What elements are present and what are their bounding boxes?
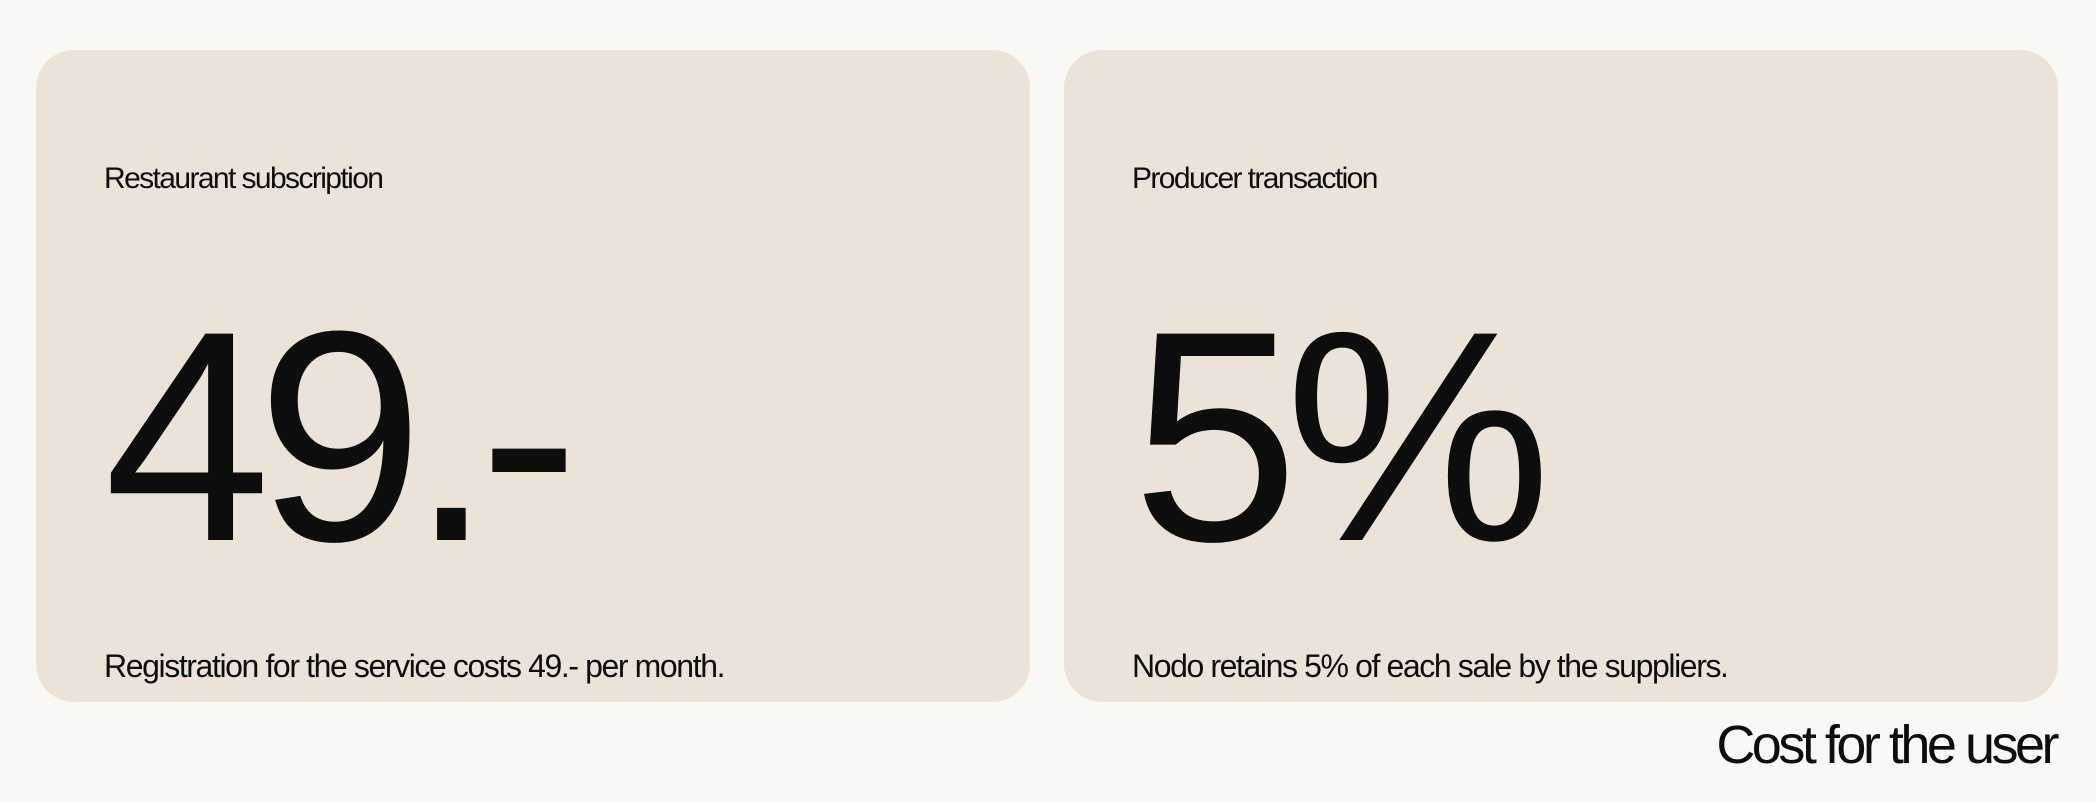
card-percentage-value: 5% — [1132, 268, 1552, 604]
card-label: Restaurant subscription — [104, 162, 384, 195]
card-description: Nodo retains 5% of each sale by the supp… — [1132, 648, 1729, 684]
card-label: Producer transaction — [1132, 162, 1378, 195]
card-description: Registration for the service costs 49.- … — [104, 648, 725, 684]
producer-transaction-card: Producer transaction 5% Nodo retains 5% … — [1064, 50, 2058, 702]
page-caption: Cost for the user — [1716, 715, 2059, 775]
card-price-value: 49.- — [104, 268, 579, 604]
restaurant-subscription-card: Restaurant subscription 49.- Registratio… — [36, 50, 1030, 702]
